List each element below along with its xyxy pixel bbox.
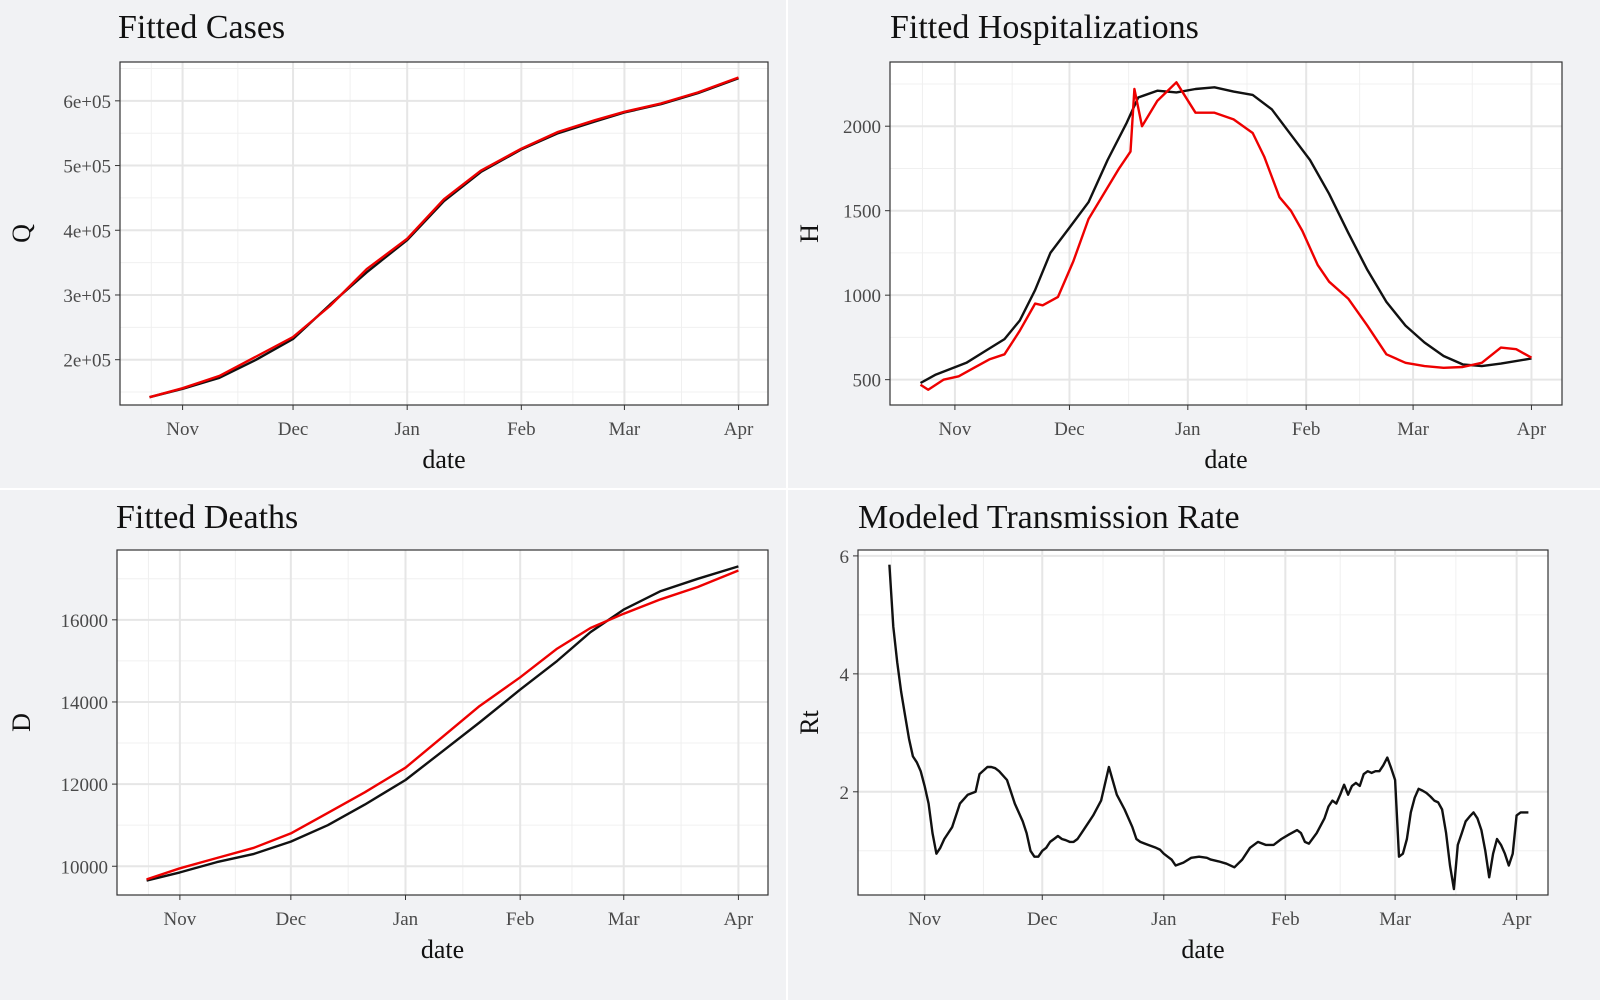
chart-0-y-axis-label: Q <box>7 224 36 243</box>
chart-2-x-tick-label-mar: Mar <box>608 909 640 930</box>
chart-2-x-tick-label-dec: Dec <box>276 909 307 930</box>
panel-fitted-deaths: Nov Dec Jan Feb Mar Apr 10000 12000 14000 16000 Fi… <box>0 490 786 1000</box>
chart-1-x-tick-label-apr: Apr <box>1517 419 1547 440</box>
chart-0-plot-area <box>120 62 768 405</box>
chart-3-x-tick-label-nov: Nov <box>908 909 941 930</box>
chart-1-title: Fitted Hospitalizations <box>890 9 1199 46</box>
chart-3-x-tick-label-mar: Mar <box>1379 909 1411 930</box>
chart-1-x-tick-label-dec: Dec <box>1054 419 1085 440</box>
chart-2-y-tick-label-14000: 14000 <box>61 693 109 714</box>
chart-0-title: Fitted Cases <box>118 9 285 46</box>
chart-3-y-tick-label-2: 2 <box>840 783 850 804</box>
chart-3-y-axis-label: Rt <box>795 709 824 734</box>
chart-2-x-tick-label-nov: Nov <box>164 909 197 930</box>
chart-1-y-axis-label: H <box>795 224 824 243</box>
chart-modeled-transmission-rate: Nov Dec Jan Feb Mar Apr 2 4 6 Modeled Transmissio… <box>795 499 1549 964</box>
chart-0-y-tick-label-3e-05: 3e+05 <box>63 286 111 307</box>
chart-2-y-tick-label-16000: 16000 <box>61 611 109 632</box>
chart-0-x-axis-label: date <box>422 445 465 474</box>
chart-fitted-cases: Nov Dec Jan Feb Mar Apr 2e+05 3e+05 4e+05 5e+05 6e… <box>7 9 769 474</box>
chart-2-x-tick-label-apr: Apr <box>724 909 754 930</box>
chart-1-x-tick-label-mar: Mar <box>1397 419 1429 440</box>
chart-1-x-tick-label-nov: Nov <box>939 419 972 440</box>
chart-2-plot-area <box>117 550 768 895</box>
chart-3-plot-area <box>858 550 1548 895</box>
chart-3-y-tick-label-6: 6 <box>840 547 850 568</box>
panel-fitted-hospitalizations: Nov Dec Jan Feb Mar Apr 500 1000 1500 2000 Fitted … <box>788 0 1600 488</box>
chart-0-x-tick-label-jan: Jan <box>395 419 421 440</box>
chart-1-plot-border <box>889 61 1563 406</box>
chart-2-y-tick-label-12000: 12000 <box>61 775 109 796</box>
chart-3-x-tick-label-feb: Feb <box>1271 909 1300 930</box>
chart-0-y-tick-label-6e-05: 6e+05 <box>63 92 111 113</box>
chart-3-title: Modeled Transmission Rate <box>858 499 1240 536</box>
chart-0-y-tick-label-5e-05: 5e+05 <box>63 157 111 178</box>
chart-0-x-tick-label-mar: Mar <box>609 419 641 440</box>
chart-1-y-tick-label-1000: 1000 <box>843 286 881 307</box>
chart-2-title: Fitted Deaths <box>116 499 298 536</box>
chart-2-y-tick-label-10000: 10000 <box>61 857 109 878</box>
chart-3-x-tick-label-dec: Dec <box>1027 909 1058 930</box>
chart-3-series-line-0 <box>888 564 1529 891</box>
chart-3-plot-border <box>857 549 1549 896</box>
chart-0-y-tick-label-2e-05: 2e+05 <box>63 351 111 372</box>
chart-1-x-tick-label-feb: Feb <box>1292 419 1321 440</box>
chart-0-y-tick-label-4e-05: 4e+05 <box>63 221 111 242</box>
chart-3-y-tick-label-4: 4 <box>840 665 850 686</box>
chart-2-x-tick-label-jan: Jan <box>393 909 419 930</box>
chart-1-series-line-1 <box>919 81 1533 391</box>
chart-0-x-tick-label-nov: Nov <box>166 419 199 440</box>
chart-fitted-deaths: Nov Dec Jan Feb Mar Apr 10000 12000 14000 16000 Fi… <box>7 499 769 964</box>
panel-modeled-transmission-rate: Nov Dec Jan Feb Mar Apr 2 4 6 Modeled Transmissio… <box>788 490 1600 1000</box>
chart-2-plot-border <box>116 549 769 896</box>
chart-2-series-line-0 <box>146 565 739 882</box>
chart-2-y-axis-label: D <box>7 713 36 732</box>
chart-0-series-line-1 <box>149 76 739 399</box>
chart-2-series-line-1 <box>146 569 739 881</box>
chart-3-x-tick-label-jan: Jan <box>1151 909 1177 930</box>
chart-1-y-tick-label-500: 500 <box>853 371 882 392</box>
chart-1-y-tick-label-1500: 1500 <box>843 202 881 223</box>
chart-2-x-tick-label-feb: Feb <box>506 909 535 930</box>
chart-0-plot-border <box>119 61 769 406</box>
chart-1-x-axis-label: date <box>1204 445 1247 474</box>
chart-3-x-axis-label: date <box>1181 935 1224 964</box>
chart-1-y-tick-label-2000: 2000 <box>843 117 881 138</box>
panel-fitted-cases: Nov Dec Jan Feb Mar Apr 2e+05 3e+05 4e+05 5e+05 6e… <box>0 0 786 488</box>
chart-1-plot-area <box>890 62 1562 405</box>
chart-1-x-tick-label-jan: Jan <box>1175 419 1201 440</box>
chart-3-x-tick-label-apr: Apr <box>1502 909 1532 930</box>
chart-0-x-tick-label-apr: Apr <box>724 419 754 440</box>
chart-0-x-tick-label-feb: Feb <box>507 419 536 440</box>
chart-fitted-hospitalizations: Nov Dec Jan Feb Mar Apr 500 1000 1500 2000 Fitted … <box>795 9 1563 474</box>
chart-2-x-axis-label: date <box>421 935 464 964</box>
chart-0-x-tick-label-dec: Dec <box>278 419 309 440</box>
chart-1-series-line-0 <box>919 86 1532 385</box>
